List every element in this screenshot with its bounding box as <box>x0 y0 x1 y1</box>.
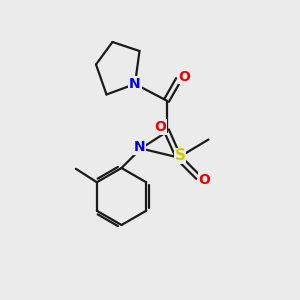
Text: N: N <box>134 140 145 154</box>
Text: O: O <box>199 173 211 187</box>
Text: S: S <box>175 148 185 164</box>
Text: N: N <box>129 77 141 91</box>
Text: O: O <box>154 120 166 134</box>
Text: O: O <box>178 70 190 83</box>
